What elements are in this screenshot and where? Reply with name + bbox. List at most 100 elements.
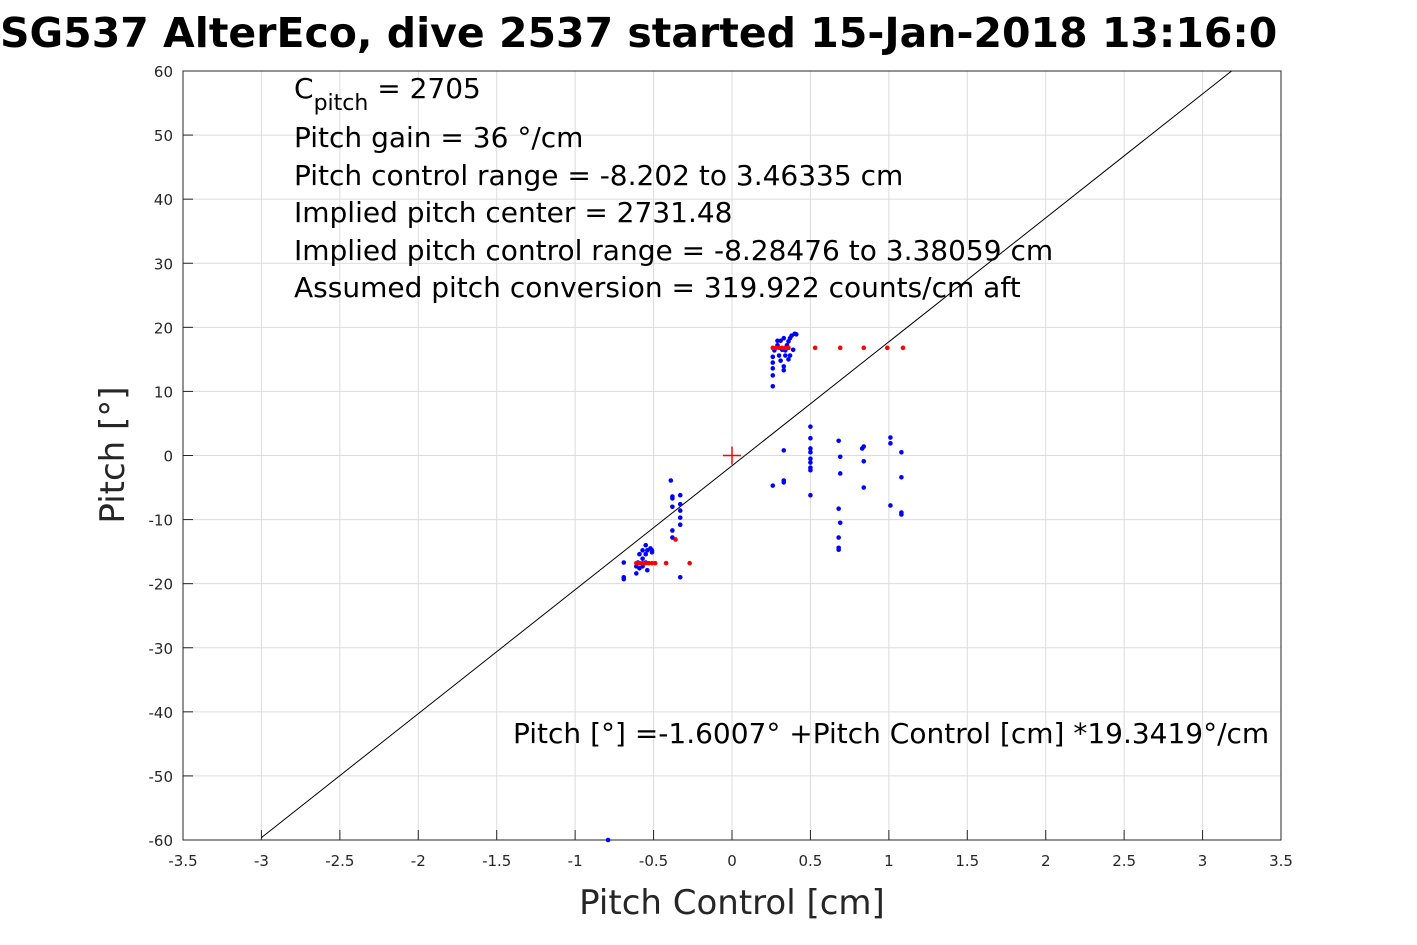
y-tick-label: -10 bbox=[149, 512, 174, 530]
measured-point bbox=[781, 367, 787, 373]
x-tick-label: 1.5 bbox=[955, 852, 979, 870]
data-points bbox=[605, 331, 906, 843]
fit-equation: Pitch [°] =-1.6007° +Pitch Control [cm] … bbox=[513, 717, 1269, 750]
annotation-pitch-conversion: Assumed pitch conversion = 319.922 count… bbox=[294, 271, 1021, 304]
x-axis-label: Pitch Control [cm] bbox=[579, 883, 885, 923]
y-tick-label: 60 bbox=[154, 63, 173, 81]
x-tick-label: 1 bbox=[884, 852, 894, 870]
center-cross-marker bbox=[723, 446, 741, 465]
measured-point bbox=[677, 522, 683, 528]
measured-point bbox=[668, 478, 674, 483]
c-pitch-symbol: C bbox=[294, 72, 314, 105]
y-tick-label: -60 bbox=[149, 832, 174, 850]
fit-line-layer bbox=[261, 70, 1232, 838]
x-tick-label: 0 bbox=[727, 852, 737, 870]
measured-point bbox=[837, 520, 843, 526]
fit-line bbox=[261, 70, 1232, 838]
c-pitch-annotation: Cpitch = 2705 bbox=[294, 72, 481, 116]
measured-point bbox=[888, 503, 893, 508]
y-tick-label: 20 bbox=[154, 319, 173, 337]
measured-point bbox=[786, 357, 791, 362]
measured-point bbox=[781, 335, 787, 341]
y-tick-label: 30 bbox=[154, 255, 173, 273]
measured-point bbox=[899, 474, 904, 480]
annotation-pitch-control-range: Pitch control range = -8.202 to 3.46335 … bbox=[294, 159, 903, 192]
measured-point bbox=[634, 571, 639, 576]
measured-point bbox=[770, 366, 776, 371]
measured-point bbox=[861, 485, 867, 490]
measured-point bbox=[790, 347, 796, 353]
measured-point bbox=[677, 574, 683, 580]
measured-point bbox=[677, 508, 683, 513]
measured-point bbox=[808, 456, 813, 462]
measured-point bbox=[836, 438, 841, 444]
x-tick-label: -3.5 bbox=[168, 852, 197, 870]
measured-point bbox=[670, 496, 675, 501]
measured-point bbox=[837, 454, 843, 460]
measured-point bbox=[640, 556, 645, 561]
measured-point bbox=[677, 501, 683, 507]
x-tick-label: 3 bbox=[1198, 852, 1208, 870]
commanded-point bbox=[884, 345, 890, 351]
y-tick-label: 10 bbox=[154, 383, 173, 401]
y-tick-label: -30 bbox=[149, 640, 174, 658]
y-tick-label: -50 bbox=[149, 768, 174, 786]
commanded-point bbox=[673, 537, 678, 542]
measured-point bbox=[794, 332, 799, 337]
measured-point bbox=[808, 449, 813, 455]
measured-point bbox=[621, 560, 627, 565]
measured-point bbox=[644, 567, 650, 573]
measured-point bbox=[640, 548, 645, 553]
commanded-point bbox=[652, 560, 658, 566]
axis-ticks: -3.5 -3 -2.5 -2 -1.5 -1 -0.5 0 0.5 1 1.5 2 2.5 3 3.5 60… bbox=[149, 63, 1293, 870]
x-tick-label: 2.5 bbox=[1112, 852, 1136, 870]
measured-point bbox=[776, 353, 782, 358]
measured-point bbox=[861, 444, 867, 449]
x-tick-label: -1 bbox=[568, 852, 583, 870]
measured-point bbox=[770, 373, 776, 378]
commanded-point bbox=[900, 345, 906, 351]
measured-point bbox=[836, 506, 841, 511]
commanded-point bbox=[837, 345, 843, 351]
measured-point bbox=[837, 471, 843, 476]
measured-point bbox=[605, 837, 611, 843]
measured-point bbox=[643, 551, 649, 557]
measured-point bbox=[808, 446, 813, 451]
measured-point bbox=[888, 441, 893, 446]
measured-point bbox=[899, 512, 904, 517]
measured-point bbox=[677, 515, 683, 520]
measured-point bbox=[888, 435, 893, 440]
measured-point bbox=[783, 353, 788, 358]
x-tick-label: -2 bbox=[411, 852, 426, 870]
commanded-point bbox=[812, 345, 818, 351]
chart-title: SG537 AlterEco, dive 2537 started 15-Jan… bbox=[0, 9, 1277, 57]
annotation-pitch-gain: Pitch gain = 36 °/cm bbox=[294, 121, 583, 154]
measured-point bbox=[781, 448, 787, 453]
c-pitch-subscript: pitch bbox=[314, 91, 369, 116]
y-axis-label: Pitch [°] bbox=[93, 386, 133, 523]
measured-point bbox=[643, 542, 649, 548]
measured-point bbox=[670, 528, 675, 533]
measured-point bbox=[808, 435, 813, 441]
x-tick-label: -1.5 bbox=[482, 852, 511, 870]
measured-point bbox=[770, 483, 776, 488]
measured-point bbox=[778, 338, 783, 344]
measured-point bbox=[778, 358, 783, 363]
measured-point bbox=[670, 504, 675, 510]
commanded-point bbox=[786, 345, 791, 351]
measured-point bbox=[677, 492, 683, 498]
y-tick-label: 50 bbox=[154, 127, 173, 145]
y-tick-label: -20 bbox=[149, 576, 174, 594]
measured-point bbox=[808, 492, 813, 498]
x-tick-label: 2 bbox=[1041, 852, 1051, 870]
commanded-point bbox=[687, 560, 692, 566]
measured-point bbox=[770, 360, 776, 365]
measured-point bbox=[640, 564, 645, 569]
measured-point bbox=[770, 354, 776, 360]
commanded-point bbox=[861, 345, 867, 351]
measured-point bbox=[781, 364, 787, 369]
measured-point bbox=[649, 548, 655, 553]
measured-point bbox=[637, 551, 642, 557]
commanded-point bbox=[663, 560, 669, 566]
